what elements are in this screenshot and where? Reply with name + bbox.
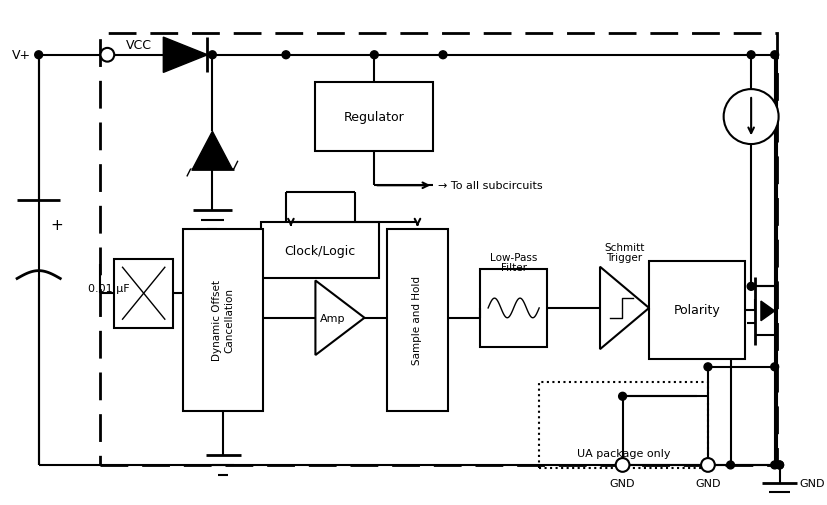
Text: Trigger: Trigger <box>606 252 643 263</box>
Bar <box>99 34 777 465</box>
Circle shape <box>35 52 43 60</box>
Text: Amp: Amp <box>320 313 346 323</box>
Circle shape <box>101 49 114 63</box>
Text: GND: GND <box>696 478 720 488</box>
Polygon shape <box>193 132 232 169</box>
Text: Schmitt: Schmitt <box>605 242 645 252</box>
Circle shape <box>208 52 217 60</box>
Circle shape <box>701 458 715 472</box>
Text: GND: GND <box>799 478 825 488</box>
Circle shape <box>748 283 755 291</box>
Polygon shape <box>600 267 649 349</box>
Circle shape <box>370 52 378 60</box>
Circle shape <box>704 363 712 371</box>
Circle shape <box>727 461 734 469</box>
Bar <box>480 269 547 347</box>
Text: Polarity: Polarity <box>674 304 720 317</box>
Bar <box>387 230 448 411</box>
Circle shape <box>748 52 755 60</box>
Text: VCC: VCC <box>126 39 152 53</box>
Polygon shape <box>761 301 775 321</box>
Bar <box>261 222 380 279</box>
Circle shape <box>619 392 627 400</box>
Text: Regulator: Regulator <box>344 111 404 124</box>
Text: GND: GND <box>609 478 635 488</box>
Text: Clock/Logic: Clock/Logic <box>284 244 356 257</box>
Text: V+: V+ <box>12 49 31 62</box>
Bar <box>183 230 264 411</box>
Circle shape <box>776 461 783 469</box>
Polygon shape <box>163 38 208 73</box>
Circle shape <box>616 458 629 472</box>
Text: Low-Pass: Low-Pass <box>490 252 538 263</box>
Text: Sample and Hold: Sample and Hold <box>413 276 423 365</box>
Text: Filter: Filter <box>500 262 527 272</box>
Circle shape <box>771 363 778 371</box>
Text: 0.01 μF: 0.01 μF <box>88 284 129 294</box>
Bar <box>315 83 433 152</box>
Polygon shape <box>315 281 365 356</box>
Bar <box>649 261 745 359</box>
Text: +: + <box>50 218 63 233</box>
Circle shape <box>724 90 778 145</box>
Text: UA package only: UA package only <box>576 448 671 458</box>
Circle shape <box>771 461 778 469</box>
Bar <box>539 382 708 468</box>
Text: → To all subcircuits: → To all subcircuits <box>438 181 543 191</box>
Circle shape <box>771 52 778 60</box>
Circle shape <box>282 52 290 60</box>
Circle shape <box>776 461 783 469</box>
Circle shape <box>439 52 447 60</box>
Bar <box>114 260 173 328</box>
Text: Dynamic Offset
Cancellation: Dynamic Offset Cancellation <box>213 280 234 361</box>
